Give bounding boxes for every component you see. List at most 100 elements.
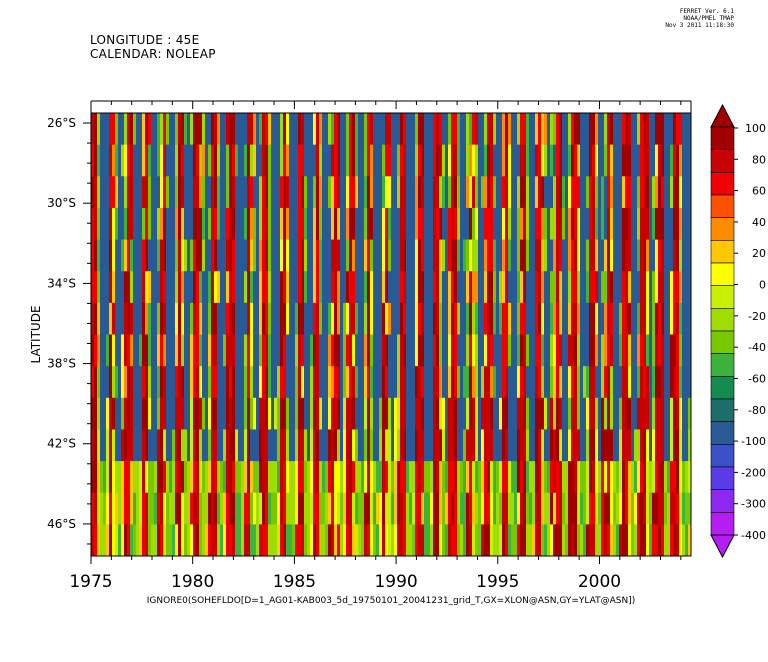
heatmap-cell [478,239,482,272]
heatmap-cell [298,113,302,146]
heatmap-cell [511,461,515,494]
heatmap-cell [337,429,341,462]
heatmap-cell [349,207,353,241]
heatmap-cell [226,113,230,146]
heatmap-cell [241,239,245,272]
heatmap-cell [295,239,299,272]
heatmap-cell [472,334,476,367]
heatmap-cell [199,334,203,367]
heatmap-cell [421,302,425,336]
heatmap-cell [151,239,155,272]
heatmap-cell [670,334,674,367]
heatmap-cell [202,113,206,146]
heatmap-cell [265,176,269,209]
heatmap-cell [130,207,134,241]
heatmap-cell [688,524,691,556]
heatmap-cell [142,461,146,494]
heatmap-cell [280,334,284,367]
heatmap-cell [373,429,377,462]
heatmap-cell [193,271,197,304]
heatmap-cell [103,271,107,304]
heatmap-cell [106,176,110,209]
heatmap-cell [187,334,191,367]
heatmap-cell [394,524,398,556]
heatmap-cell [469,492,473,525]
heatmap-cell [406,207,410,241]
heatmap-cell [358,207,362,241]
heatmap-cell [256,429,260,462]
heatmap-cell [319,144,323,177]
heatmap-cell [385,334,389,367]
heatmap-cell [328,207,332,241]
heatmap-cell [436,461,440,494]
heatmap-cell [379,113,383,146]
heatmap-cell [211,113,215,146]
heatmap-cell [286,176,290,209]
heatmap-cell [262,334,266,367]
heatmap-cell [457,524,461,556]
heatmap-cell [100,492,104,525]
heatmap-cell [256,176,260,209]
heatmap-cell [445,492,449,525]
heatmap-cell [295,461,299,494]
heatmap-cell [364,144,368,177]
heatmap-cell [484,239,488,272]
heatmap-cell [148,397,152,431]
heatmap-cell [103,366,107,399]
heatmap-cell [334,302,338,336]
heatmap-cell [562,144,566,177]
heatmap-cell [118,334,122,367]
heatmap-cell [394,429,398,462]
heatmap-cell [301,144,305,177]
heatmap-cell [595,302,599,336]
heatmap-cell [472,366,476,399]
heatmap-cell [460,271,464,304]
heatmap-cell [187,271,191,304]
heatmap-cell [517,334,521,367]
heatmap-cell [145,176,149,209]
heatmap-cell [271,271,275,304]
heatmap-cell [370,271,374,304]
heatmap-cell [400,271,404,304]
heatmap-cell [166,302,170,336]
heatmap-cell [619,492,623,525]
heatmap-cell [115,334,119,367]
heatmap-cell [250,271,254,304]
heatmap-cell [145,144,149,177]
heatmap-cell [100,207,104,241]
heatmap-cell [502,334,506,367]
heatmap-cell [136,366,140,399]
heatmap-cell [640,492,644,525]
heatmap-cell [682,492,686,525]
heatmap-cell [91,366,95,399]
heatmap-cell [262,113,266,146]
heatmap-cell [121,207,125,241]
heatmap-cell [388,176,392,209]
heatmap-cell [232,207,236,241]
heatmap-cell [175,239,179,272]
heatmap-cell [172,144,176,177]
heatmap-cell [592,492,596,525]
heatmap-cell [601,492,605,525]
heatmap-cell [265,366,269,399]
heatmap-cell [511,239,515,272]
heatmap-cell [214,461,218,494]
heatmap-cell [283,302,287,336]
heatmap-cell [358,366,362,399]
heatmap-cell [298,176,302,209]
heatmap-cell [178,429,182,462]
heatmap-cell [511,492,515,525]
heatmap-cell [448,334,452,367]
heatmap-cell [400,524,404,556]
heatmap-cell [196,144,200,177]
heatmap-cell [661,271,665,304]
heatmap-cell [670,366,674,399]
heatmap-cell [154,239,158,272]
heatmap-cell [223,461,227,494]
heatmap-cell [451,207,455,241]
heatmap-cell [235,302,239,336]
heatmap-cell [124,302,128,336]
heatmap-cell [319,207,323,241]
heatmap-cell [595,113,599,146]
heatmap-cell [535,207,539,241]
